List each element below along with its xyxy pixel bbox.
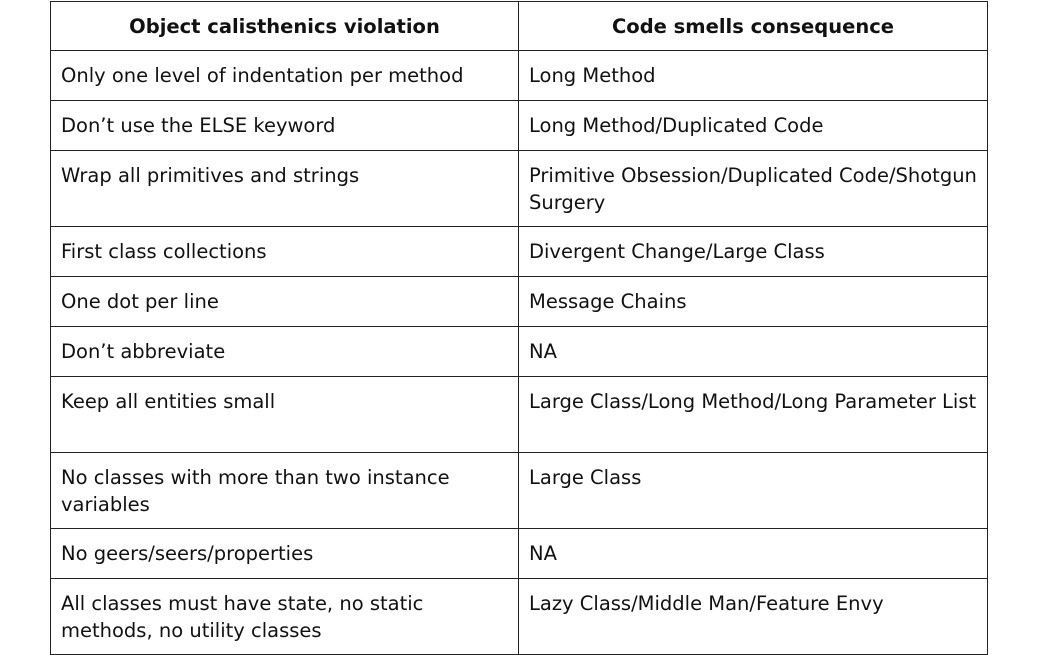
consequence-cell: Message Chains (518, 276, 988, 327)
table-row: Don’t use the ELSE keyword Long Method/D… (50, 100, 988, 151)
consequence-cell: Long Method (518, 50, 988, 101)
violation-cell: All classes must have state, no static m… (50, 578, 519, 655)
table-row: One dot per line Message Chains (50, 276, 988, 327)
consequence-cell: Large Class (518, 452, 988, 529)
violation-cell: First class collections (50, 226, 519, 277)
header-violation: Object calisthenics violation (50, 1, 519, 51)
table-row: No classes with more than two instance v… (50, 452, 988, 529)
table-row: No geers/seers/properties NA (50, 528, 988, 579)
table-row: All classes must have state, no static m… (50, 578, 988, 655)
header-consequence: Code smells consequence (518, 1, 988, 51)
violation-cell: One dot per line (50, 276, 519, 327)
table-row: Wrap all primitives and strings Primitiv… (50, 150, 988, 227)
violation-cell: Keep all entities small (50, 376, 519, 453)
violation-cell: No classes with more than two instance v… (50, 452, 519, 529)
consequence-cell: Lazy Class/Middle Man/Feature Envy (518, 578, 988, 655)
header-row: Object calisthenics violation Code smell… (50, 1, 988, 51)
table-row: Only one level of indentation per method… (50, 50, 988, 101)
violation-cell: Only one level of indentation per method (50, 50, 519, 101)
table-row: Don’t abbreviate NA (50, 326, 988, 377)
consequence-cell: Long Method/Duplicated Code (518, 100, 988, 151)
violation-cell: No geers/seers/properties (50, 528, 519, 579)
table-row: Keep all entities small Large Class/Long… (50, 376, 988, 453)
consequence-cell: NA (518, 528, 988, 579)
calisthenics-table: Object calisthenics violation Code smell… (50, 1, 988, 655)
consequence-cell: Divergent Change/Large Class (518, 226, 988, 277)
violation-cell: Wrap all primitives and strings (50, 150, 519, 227)
consequence-cell: Primitive Obsession/Duplicated Code/Shot… (518, 150, 988, 227)
consequence-cell: Large Class/Long Method/Long Parameter L… (518, 376, 988, 453)
table-row: First class collections Divergent Change… (50, 226, 988, 277)
violation-cell: Don’t use the ELSE keyword (50, 100, 519, 151)
violation-cell: Don’t abbreviate (50, 326, 519, 377)
consequence-cell: NA (518, 326, 988, 377)
